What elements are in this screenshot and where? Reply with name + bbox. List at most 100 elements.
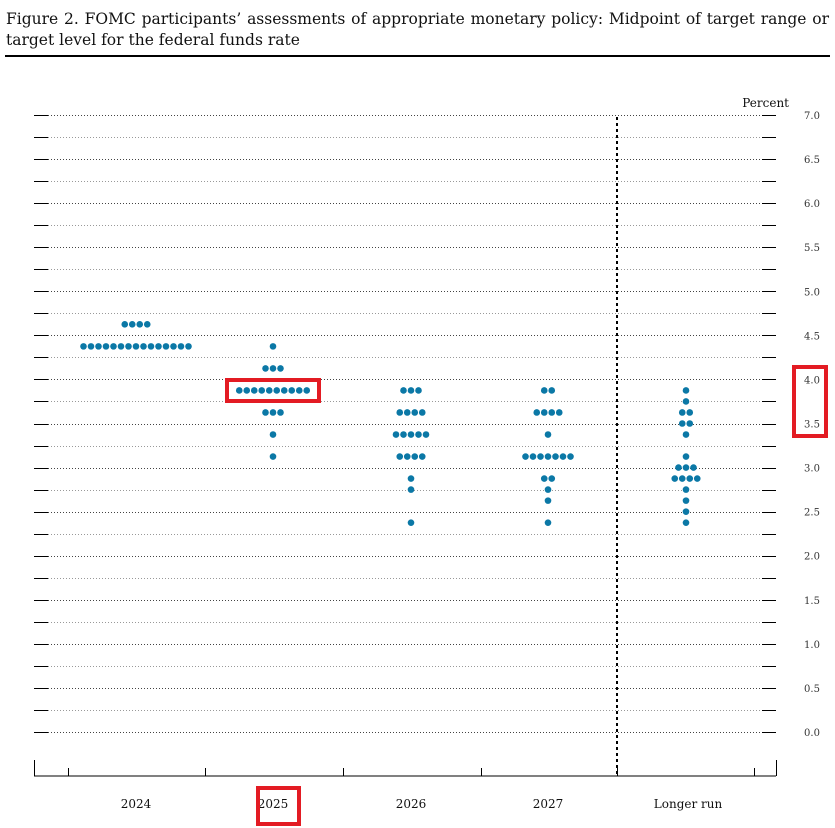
participant-dot	[162, 343, 170, 350]
participant-dot	[682, 519, 690, 526]
participant-dot	[269, 431, 277, 438]
x-tick-label: 2027	[533, 797, 564, 811]
participant-dot	[121, 321, 129, 328]
participant-dot	[117, 343, 125, 350]
participant-dot	[269, 409, 277, 416]
participant-dot	[407, 431, 415, 438]
participant-dot	[277, 409, 284, 416]
participant-dot	[686, 475, 694, 482]
dots-layer	[80, 321, 701, 526]
participant-dot	[303, 387, 311, 394]
participant-dot	[555, 409, 563, 416]
participant-dot	[125, 343, 132, 350]
participant-dot	[177, 343, 185, 350]
participant-dot	[690, 464, 697, 471]
participant-dot	[411, 453, 419, 460]
participant-dot	[243, 387, 251, 394]
participant-dot	[686, 420, 694, 427]
y-tick-label: 2.0	[804, 552, 820, 563]
y-tick-label: 7.0	[804, 111, 820, 122]
participant-dot	[400, 431, 407, 438]
x-tick-label: 2026	[396, 797, 427, 811]
participant-dot	[682, 464, 690, 471]
participant-dot	[682, 431, 690, 438]
participant-dot	[678, 475, 686, 482]
participant-dot	[407, 519, 415, 526]
y-tick-label: 5.5	[804, 243, 820, 254]
caption-rule	[5, 55, 830, 57]
participant-dot	[544, 453, 552, 460]
participant-dot	[418, 409, 426, 416]
participant-dot	[170, 343, 177, 350]
participant-dot	[682, 497, 690, 504]
participant-dot	[540, 387, 548, 394]
participant-dot	[548, 475, 556, 482]
participant-dot	[235, 387, 243, 394]
participant-dot	[682, 508, 690, 515]
y-tick-label: 6.5	[804, 155, 820, 166]
participant-dot	[544, 497, 552, 504]
participant-dot	[682, 486, 690, 493]
participant-dot	[140, 343, 147, 350]
participant-dot	[415, 387, 422, 394]
participant-dot	[537, 453, 544, 460]
participant-dot	[269, 365, 277, 372]
participant-dot	[136, 321, 144, 328]
x-tick-label: Longer run	[654, 797, 723, 811]
participant-dot	[548, 409, 556, 416]
participant-dot	[407, 387, 415, 394]
participant-dot	[295, 387, 303, 394]
participant-dot	[143, 321, 151, 328]
y-tick-label: 0.5	[804, 684, 820, 695]
participant-dot	[288, 387, 296, 394]
participant-dot	[396, 409, 404, 416]
participant-dot	[262, 365, 269, 372]
participant-dot	[415, 431, 422, 438]
participant-dot	[128, 321, 136, 328]
participant-dot	[544, 519, 552, 526]
y-tick-label: 1.5	[804, 596, 820, 607]
grid-lines	[34, 115, 776, 733]
participant-dot	[250, 387, 258, 394]
participant-dot	[262, 409, 269, 416]
y-tick-label: 4.5	[804, 331, 820, 342]
participant-dot	[269, 343, 277, 350]
participant-dot	[185, 343, 192, 350]
y-tick-label: 5.0	[804, 287, 820, 298]
x-tick-label: 2024	[121, 797, 152, 811]
participant-dot	[548, 387, 556, 394]
y-tick-label: 3.0	[804, 464, 820, 475]
participant-dot	[155, 343, 162, 350]
participant-dot	[422, 431, 430, 438]
participant-dot	[544, 431, 552, 438]
participant-dot	[540, 475, 548, 482]
y-tick-label: 4.0	[804, 375, 820, 386]
participant-dot	[540, 409, 548, 416]
x-axis: 2024 2025 2026 2027 Longer run	[34, 117, 777, 811]
participant-dot	[132, 343, 140, 350]
participant-dot	[559, 453, 567, 460]
participant-dot	[682, 387, 690, 394]
participant-dot	[686, 409, 694, 416]
participant-dot	[411, 409, 419, 416]
participant-dot	[265, 387, 273, 394]
participant-dot	[552, 453, 559, 460]
participant-dot	[678, 420, 686, 427]
participant-dot	[675, 464, 682, 471]
participant-dot	[522, 453, 529, 460]
participant-dot	[671, 475, 679, 482]
participant-dot	[529, 453, 537, 460]
participant-dot	[102, 343, 110, 350]
y-tick-label: 0.0	[804, 728, 820, 739]
participant-dot	[80, 343, 87, 350]
y-tick-label: 6.0	[804, 199, 820, 210]
x-tick-label: 2025	[258, 797, 289, 811]
participant-dot	[678, 409, 686, 416]
participant-dot	[392, 431, 400, 438]
participant-dot	[418, 453, 426, 460]
figure-caption: Figure 2. FOMC participants’ assessments…	[6, 10, 829, 49]
y-tick-labels: 0.0 0.5 1.0 1.5 2.0 2.5 3.0 3.5 4.0 4.5 5.0 5.5 6.0 6…	[804, 111, 820, 739]
participant-dot	[280, 387, 288, 394]
participant-dot	[544, 486, 552, 493]
participant-dot	[277, 365, 284, 372]
